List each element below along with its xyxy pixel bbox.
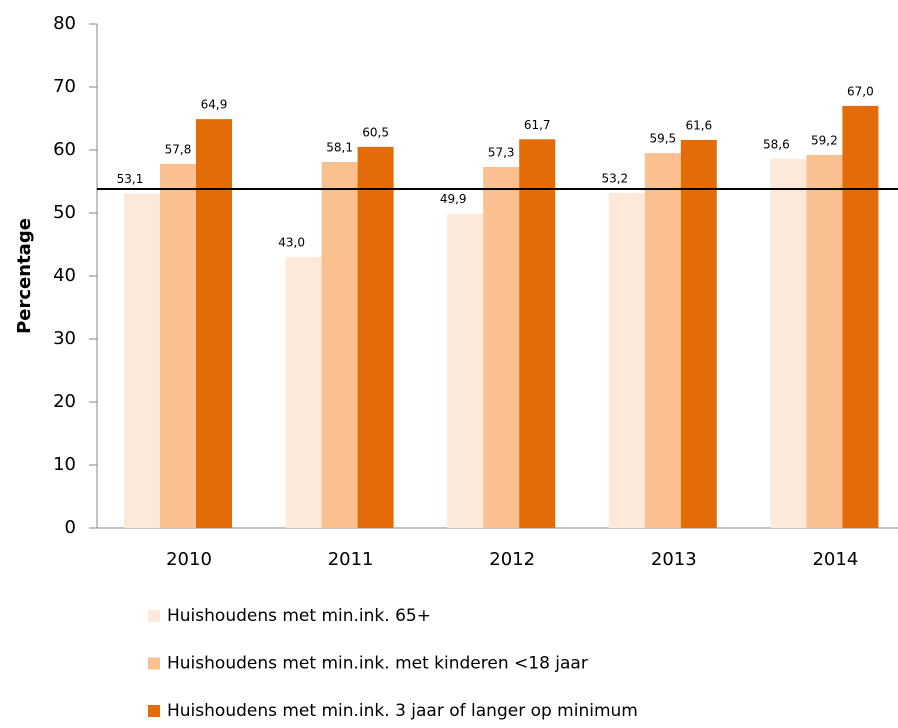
bar (608, 192, 645, 528)
value-label: 53,2 (601, 171, 628, 185)
legend-swatch (148, 705, 160, 717)
bar (519, 139, 556, 529)
legend-swatch (148, 610, 160, 622)
value-label: 53,1 (117, 172, 144, 186)
y-tick-label: 70 (53, 76, 76, 97)
x-tick-label: 2011 (328, 549, 374, 570)
y-tick-label: 0 (65, 517, 76, 538)
x-tick-label: 2013 (651, 549, 697, 570)
y-tick-label: 40 (53, 265, 76, 286)
legend-label: Huishoudens met min.ink. met kinderen <1… (167, 654, 588, 674)
x-tick-label: 2012 (489, 549, 535, 570)
value-label: 61,6 (685, 118, 712, 132)
bar (196, 119, 232, 528)
bar (842, 105, 879, 529)
y-tick-label: 30 (53, 328, 76, 349)
y-tick-label: 50 (53, 202, 76, 223)
bar (321, 161, 358, 528)
legend-label: Huishoudens met min.ink. 65+ (167, 606, 431, 626)
value-label: 61,7 (524, 118, 551, 132)
bar (160, 163, 196, 529)
y-tick-label: 10 (53, 454, 76, 475)
value-label: 64,9 (201, 98, 228, 112)
y-tick-label: 60 (53, 139, 76, 160)
value-label: 58,1 (326, 140, 353, 154)
y-tick-label: 80 (53, 13, 76, 34)
value-label: 60,5 (362, 125, 389, 139)
y-tick-label: 20 (53, 391, 76, 412)
bar (680, 139, 717, 529)
bar (285, 257, 322, 528)
bar (806, 155, 843, 529)
bar (357, 146, 394, 528)
value-label: 59,5 (649, 132, 676, 146)
y-axis-label: Percentage (14, 218, 35, 334)
value-label: 43,0 (278, 236, 305, 250)
value-label: 49,9 (440, 192, 467, 206)
bar (124, 193, 160, 528)
x-tick-label: 2010 (166, 549, 212, 570)
bar (644, 153, 681, 528)
value-label: 59,2 (811, 134, 838, 148)
legend-label: Huishoudens met min.ink. 3 jaar of lange… (167, 701, 638, 721)
value-label: 57,3 (488, 146, 515, 160)
value-label: 57,8 (165, 142, 192, 156)
value-label: 58,6 (763, 137, 790, 151)
legend-swatch (148, 657, 160, 670)
value-label: 67,0 (847, 84, 874, 98)
bar (483, 167, 520, 528)
bar (447, 213, 484, 528)
bar (770, 158, 807, 528)
x-tick-label: 2014 (812, 549, 858, 570)
